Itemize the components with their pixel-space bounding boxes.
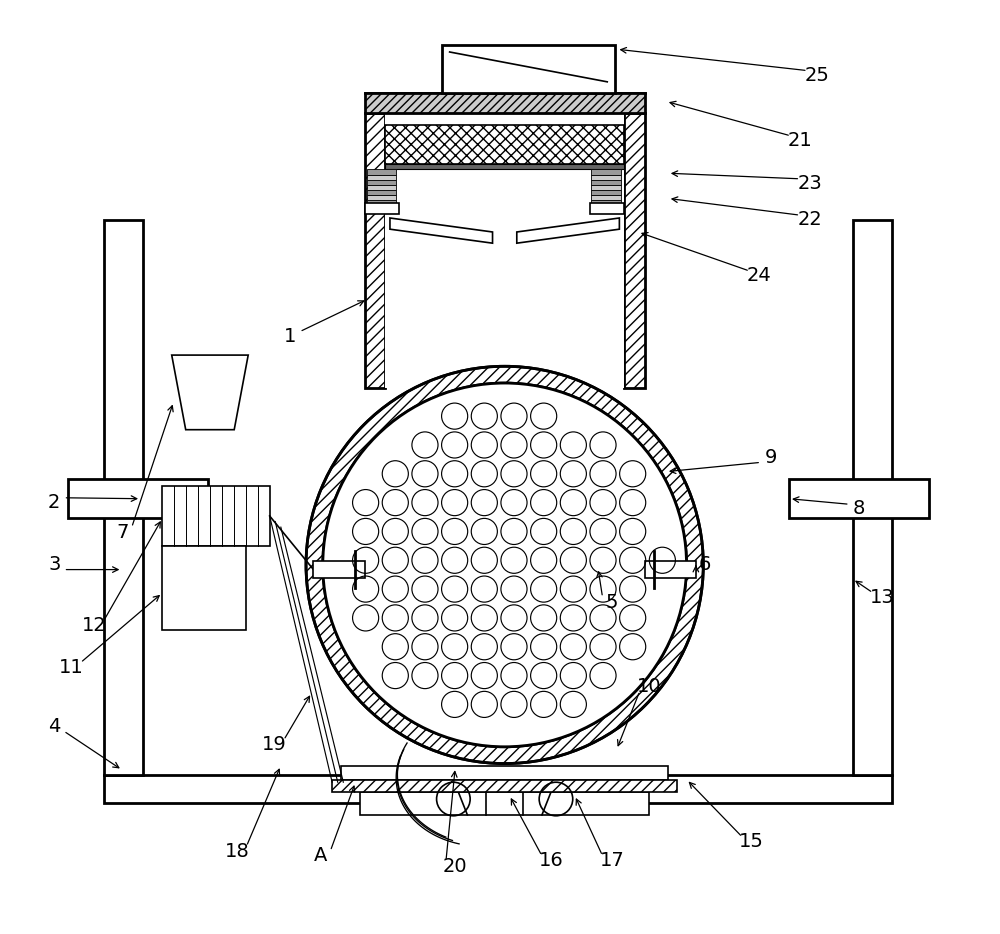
Bar xyxy=(789,479,929,518)
Polygon shape xyxy=(517,218,619,243)
Bar xyxy=(385,125,624,163)
Text: 11: 11 xyxy=(59,658,83,677)
Bar xyxy=(591,179,621,185)
Text: 20: 20 xyxy=(443,856,468,876)
Bar xyxy=(591,185,621,190)
Bar xyxy=(162,486,270,546)
Text: 2: 2 xyxy=(48,493,60,512)
Text: 23: 23 xyxy=(797,174,822,193)
Bar xyxy=(367,185,396,190)
Bar xyxy=(68,479,208,518)
Bar xyxy=(332,781,677,791)
Text: 12: 12 xyxy=(82,616,107,635)
Text: 4: 4 xyxy=(48,716,60,736)
Bar xyxy=(590,203,624,214)
Text: 15: 15 xyxy=(739,832,764,852)
Bar xyxy=(104,775,892,802)
Bar xyxy=(442,45,615,93)
Polygon shape xyxy=(390,218,493,243)
Bar xyxy=(365,203,399,214)
Text: 8: 8 xyxy=(853,500,865,518)
Bar xyxy=(367,179,396,185)
Text: 9: 9 xyxy=(764,448,777,467)
Text: 7: 7 xyxy=(116,523,128,542)
Bar xyxy=(313,561,365,578)
Bar xyxy=(624,113,645,388)
Bar xyxy=(645,561,696,578)
Text: 18: 18 xyxy=(225,842,249,861)
Bar xyxy=(360,791,649,814)
Text: A: A xyxy=(314,846,328,866)
Bar xyxy=(385,113,624,388)
Text: 25: 25 xyxy=(805,65,830,85)
Bar xyxy=(162,546,246,630)
Circle shape xyxy=(323,383,687,747)
Bar xyxy=(591,195,621,200)
Bar xyxy=(365,93,645,113)
Text: 21: 21 xyxy=(788,131,813,150)
Text: 6: 6 xyxy=(699,556,711,574)
Text: 3: 3 xyxy=(48,556,60,574)
Text: 13: 13 xyxy=(870,588,895,607)
Bar xyxy=(367,200,396,205)
Text: 10: 10 xyxy=(637,676,662,696)
Bar xyxy=(341,767,668,781)
Text: 5: 5 xyxy=(606,593,618,612)
Text: 1: 1 xyxy=(284,327,296,346)
Bar xyxy=(367,195,396,200)
Bar xyxy=(367,169,396,175)
Bar xyxy=(591,200,621,205)
Text: 19: 19 xyxy=(262,735,287,755)
Text: 24: 24 xyxy=(747,266,772,285)
Bar xyxy=(367,175,396,179)
Bar xyxy=(104,219,143,775)
Bar xyxy=(591,190,621,195)
Bar xyxy=(591,169,621,175)
Bar xyxy=(853,219,892,775)
Bar xyxy=(367,190,396,195)
Bar xyxy=(591,175,621,179)
Polygon shape xyxy=(172,355,248,430)
Text: 16: 16 xyxy=(539,851,564,870)
Bar xyxy=(421,775,589,785)
Text: 22: 22 xyxy=(797,210,822,230)
Bar xyxy=(365,113,385,388)
Text: 17: 17 xyxy=(600,851,624,870)
Bar xyxy=(385,163,624,169)
